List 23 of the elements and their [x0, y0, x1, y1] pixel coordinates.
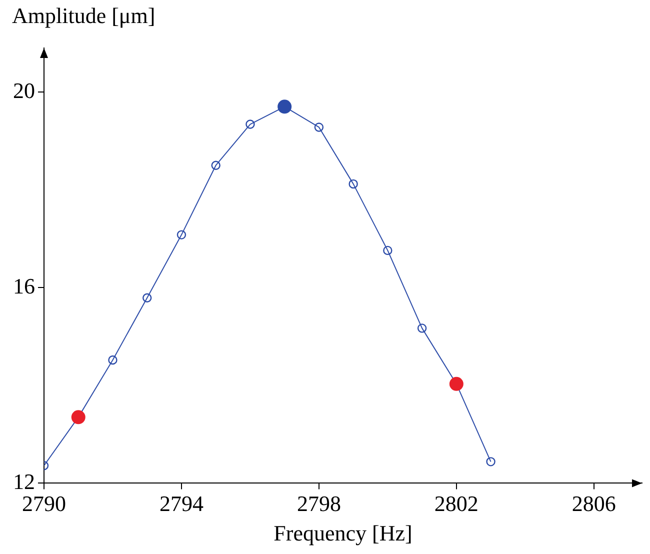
x-tick-label: 2798 — [296, 491, 341, 516]
point — [211, 160, 220, 170]
point — [314, 122, 324, 132]
point — [383, 246, 392, 256]
x-tick-label: 2790 — [22, 491, 66, 516]
point — [246, 120, 255, 129]
y-tick-label: 20 — [13, 78, 35, 103]
point — [348, 179, 358, 189]
x-tick-label: 2802 — [434, 491, 478, 516]
x-tick-label: 2794 — [159, 491, 204, 516]
x-axis-title: Frequency [Hz] — [274, 520, 412, 546]
y-tick-label: 16 — [13, 273, 35, 298]
point — [449, 376, 464, 391]
y-axis-title: Amplitude [μm] — [12, 2, 156, 28]
x-tick-label: 2806 — [572, 491, 616, 516]
y-tick-label: 12 — [13, 468, 35, 494]
point — [108, 355, 118, 365]
point — [278, 100, 292, 114]
point — [176, 230, 186, 240]
point — [486, 457, 496, 466]
point — [71, 410, 86, 424]
point — [142, 293, 152, 302]
point — [417, 324, 427, 333]
